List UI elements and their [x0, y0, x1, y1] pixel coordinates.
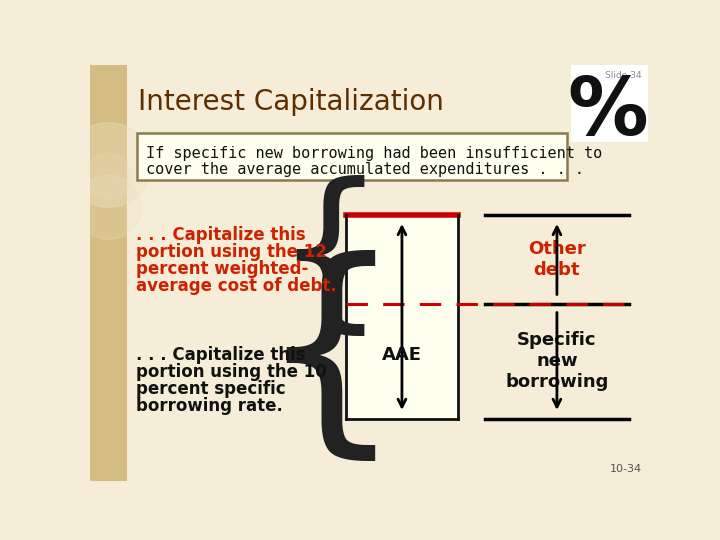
Circle shape	[66, 123, 151, 207]
Text: AAE: AAE	[382, 347, 422, 364]
Text: average cost of debt.: average cost of debt.	[137, 278, 337, 295]
Text: 10-34: 10-34	[610, 464, 642, 475]
Text: Interest Capitalization: Interest Capitalization	[138, 88, 444, 116]
Text: If specific new borrowing had been insufficient to: If specific new borrowing had been insuf…	[145, 146, 602, 161]
Text: {: {	[257, 250, 403, 472]
Bar	[137, 132, 567, 180]
Text: borrowing rate.: borrowing rate.	[137, 397, 284, 415]
Bar	[90, 65, 127, 481]
Bar	[570, 65, 648, 142]
Circle shape	[86, 153, 132, 200]
Text: portion using the 12: portion using the 12	[137, 244, 328, 261]
Text: Slide 34: Slide 34	[606, 71, 642, 80]
Text: percent weighted-: percent weighted-	[137, 260, 309, 279]
Text: . . . Capitalize this: . . . Capitalize this	[137, 226, 306, 245]
Text: Other
debt: Other debt	[528, 240, 586, 279]
Text: cover the average accumulated expenditures . . .: cover the average accumulated expenditur…	[145, 162, 584, 177]
Text: percent specific: percent specific	[137, 380, 286, 398]
Text: Specific
new
borrowing: Specific new borrowing	[505, 332, 608, 391]
Text: {: {	[274, 175, 386, 344]
Text: . . . Capitalize this: . . . Capitalize this	[137, 346, 306, 364]
Circle shape	[76, 175, 141, 240]
Text: portion using the 10: portion using the 10	[137, 363, 328, 381]
Text: %: %	[567, 74, 648, 152]
Bar	[346, 215, 458, 419]
